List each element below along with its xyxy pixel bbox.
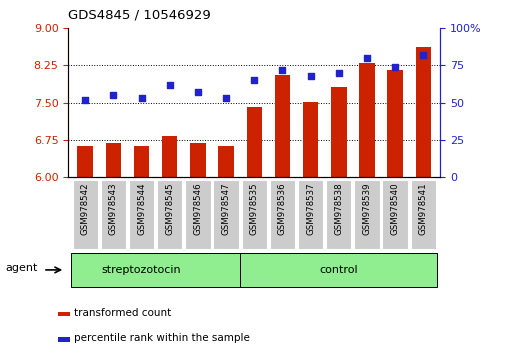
Bar — [106, 143, 121, 177]
Bar — [359, 63, 374, 177]
Point — [193, 90, 201, 95]
Text: GSM978543: GSM978543 — [109, 182, 118, 235]
Bar — [330, 87, 346, 177]
Text: GSM978546: GSM978546 — [193, 182, 202, 235]
Text: streptozotocin: streptozotocin — [102, 265, 181, 275]
Bar — [302, 102, 318, 177]
Point — [81, 97, 89, 103]
FancyBboxPatch shape — [100, 180, 126, 249]
Bar — [415, 47, 430, 177]
Bar — [162, 136, 177, 177]
Point — [222, 95, 230, 101]
FancyBboxPatch shape — [71, 253, 240, 287]
FancyBboxPatch shape — [185, 180, 210, 249]
Bar — [190, 143, 205, 177]
Bar — [274, 75, 289, 177]
Text: control: control — [319, 265, 358, 275]
Point — [165, 82, 173, 88]
Text: agent: agent — [5, 263, 37, 273]
Text: percentile rank within the sample: percentile rank within the sample — [74, 333, 250, 343]
Bar — [218, 146, 233, 177]
Point — [334, 70, 342, 76]
FancyBboxPatch shape — [269, 180, 294, 249]
FancyBboxPatch shape — [410, 180, 435, 249]
Text: transformed count: transformed count — [74, 308, 171, 318]
Point — [390, 64, 398, 70]
Text: GSM978545: GSM978545 — [165, 182, 174, 235]
FancyBboxPatch shape — [240, 253, 436, 287]
Bar — [77, 146, 93, 177]
Text: GSM978542: GSM978542 — [81, 182, 89, 235]
FancyBboxPatch shape — [382, 180, 407, 249]
Point — [109, 92, 117, 98]
FancyBboxPatch shape — [129, 180, 154, 249]
Text: GSM978537: GSM978537 — [306, 182, 315, 235]
Text: GSM978544: GSM978544 — [137, 182, 146, 235]
Text: GSM978535: GSM978535 — [249, 182, 258, 235]
Point — [419, 52, 427, 58]
Point — [250, 78, 258, 83]
Point — [362, 55, 370, 61]
Text: GSM978541: GSM978541 — [418, 182, 427, 235]
FancyBboxPatch shape — [297, 180, 323, 249]
FancyBboxPatch shape — [72, 180, 97, 249]
Text: GSM978540: GSM978540 — [390, 182, 399, 235]
Bar — [246, 107, 262, 177]
Bar — [387, 70, 402, 177]
Text: GSM978539: GSM978539 — [362, 182, 371, 235]
FancyBboxPatch shape — [325, 180, 351, 249]
Text: GSM978538: GSM978538 — [334, 182, 342, 235]
Point — [306, 73, 314, 79]
Point — [278, 67, 286, 73]
Bar — [58, 312, 69, 316]
Text: GDS4845 / 10546929: GDS4845 / 10546929 — [68, 8, 211, 21]
FancyBboxPatch shape — [354, 180, 379, 249]
FancyBboxPatch shape — [213, 180, 238, 249]
Text: GSM978547: GSM978547 — [221, 182, 230, 235]
FancyBboxPatch shape — [241, 180, 267, 249]
Bar — [133, 146, 149, 177]
FancyBboxPatch shape — [157, 180, 182, 249]
Text: GSM978536: GSM978536 — [277, 182, 286, 235]
Point — [137, 95, 145, 101]
Bar — [58, 337, 69, 342]
